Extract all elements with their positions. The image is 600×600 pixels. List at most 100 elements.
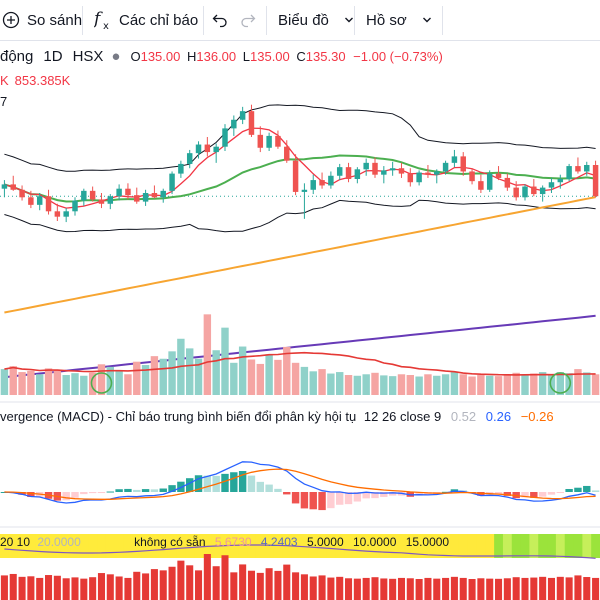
- volume-bar: [230, 362, 238, 395]
- macd-histogram-bar: [344, 492, 353, 505]
- volume-bar: [133, 361, 141, 395]
- volume-bar: [477, 375, 485, 395]
- bottom-zone-band: [441, 534, 451, 558]
- macd-histogram-bar: [353, 492, 362, 502]
- volume-bar: [309, 371, 317, 395]
- macd-histogram-bar: [556, 492, 564, 493]
- bottom-zone-band: [114, 534, 125, 558]
- bottom-indicator-line: [4, 544, 596, 559]
- toolbar-divider: [354, 6, 355, 35]
- profile-label: Hồ sơ: [366, 11, 407, 29]
- bottom-indicator-bar: [124, 577, 132, 600]
- volume-bar: [530, 373, 538, 395]
- bottom-indicator-bar: [565, 577, 573, 600]
- candle-body: [142, 193, 149, 202]
- bottom-indicator-bar: [168, 566, 176, 600]
- macd-histogram-bar: [583, 485, 591, 492]
- candle-body: [45, 196, 52, 212]
- bottom-indicator-bar: [450, 576, 458, 600]
- volume-ma-line: [4, 351, 596, 376]
- volume-bar: [433, 375, 441, 395]
- candle-body: [310, 180, 316, 190]
- bottom-indicator-bar: [539, 576, 547, 600]
- bottom-zone-band: [229, 534, 239, 558]
- candle-body: [248, 111, 255, 135]
- bottom-zone-band: [176, 534, 186, 558]
- compare-button[interactable]: So sánh: [2, 0, 82, 40]
- highlight-circle: [90, 372, 113, 394]
- macd-histogram-bar: [106, 491, 114, 493]
- volume-bar: [388, 376, 397, 395]
- volume-bar: [221, 327, 229, 395]
- candle-body: [98, 199, 105, 204]
- bottom-indicator-bar: [133, 571, 141, 600]
- symbol-legend: động 1D HSX ● O135.00 H136.00 L135.00 C1…: [0, 48, 443, 65]
- status-dot: ●: [111, 48, 121, 65]
- bottom-indicator-bar: [89, 577, 97, 600]
- candle-body: [460, 156, 466, 172]
- macd-title: vergence (MACD) - Chỉ báo trung bình biế…: [0, 409, 357, 424]
- candle-body: [398, 168, 405, 174]
- macd-histogram-bar: [247, 475, 256, 492]
- not-available-label: không có sẵn: [134, 535, 206, 549]
- macd-histogram-bar: [530, 492, 538, 498]
- macd-histogram-bar: [265, 484, 273, 492]
- bottom-zone-band: [511, 534, 522, 558]
- candle-body: [275, 135, 281, 147]
- bottom-indicator-bar: [512, 577, 520, 600]
- volume-bar: [468, 376, 476, 395]
- macd-histogram-bar: [115, 489, 123, 492]
- candle-body: [381, 170, 387, 175]
- candle-body: [354, 169, 361, 179]
- bottom-zone-band: [494, 534, 504, 558]
- bottom-indicator-bar: [389, 578, 397, 600]
- bottom-value-4: 10.0000: [352, 535, 397, 549]
- bottom-zone-band: [141, 534, 151, 558]
- volume-bar: [521, 374, 529, 395]
- bottom-zone-band: [52, 534, 63, 558]
- bottom-zone-band: [423, 534, 433, 558]
- chart-type-button[interactable]: Biểu đồ: [278, 0, 354, 40]
- volume-bar: [362, 374, 370, 395]
- bottom-zone-band: [79, 534, 89, 558]
- bottom-indicator-bar: [292, 572, 300, 600]
- macd-histogram-value: 0.52: [450, 409, 477, 424]
- bottom-zone-band: [150, 534, 160, 558]
- price-chart[interactable]: [0, 41, 600, 600]
- candle-body: [548, 182, 555, 188]
- volume-bar: [327, 373, 335, 395]
- volume-bar: [380, 375, 388, 395]
- macd-histogram-bar: [150, 489, 159, 492]
- bottom-value-1: 5.6730: [214, 535, 252, 549]
- redo-button[interactable]: [240, 0, 256, 40]
- bottom-zone-band: [8, 534, 19, 558]
- interval: 1D: [43, 48, 63, 65]
- bottom-zone-band: [414, 534, 425, 558]
- undo-button[interactable]: [212, 0, 228, 40]
- bottom-zone-band: [335, 534, 345, 558]
- bottom-indicator-bar: [212, 566, 220, 600]
- volume-bar: [424, 374, 432, 395]
- macd-histogram-bar: [336, 492, 344, 505]
- macd-histogram-bar: [371, 492, 379, 499]
- volume-bar: [186, 348, 194, 395]
- bottom-zone-band: [485, 534, 495, 558]
- bottom-zone-band: [308, 534, 319, 558]
- bottom-indicator-bar: [97, 573, 105, 600]
- profile-button[interactable]: Hồ sơ: [366, 0, 432, 40]
- candle-body: [469, 171, 475, 182]
- toolbar-divider: [266, 6, 267, 35]
- bottom-zone-band: [344, 534, 354, 558]
- svg-text:f: f: [94, 9, 103, 29]
- macd-histogram-bar: [186, 478, 194, 492]
- macd-legend: vergence (MACD) - Chỉ báo trung bình biế…: [0, 409, 554, 424]
- macd-line-value: 0.26: [485, 409, 512, 424]
- bottom-zone-band: [520, 534, 530, 558]
- bottom-zone-band: [502, 534, 513, 558]
- candle-body: [336, 167, 343, 176]
- bottom-zone-band: [467, 534, 477, 558]
- bottom-zone-band: [26, 534, 36, 558]
- bottom-indicator-bar: [9, 573, 17, 600]
- candle-body: [231, 119, 237, 129]
